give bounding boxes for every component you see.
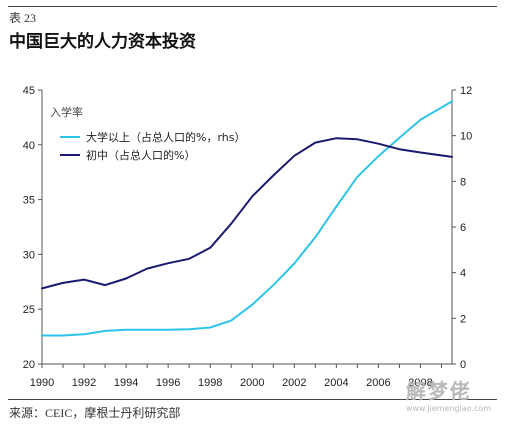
series-line-middle-school: [41, 137, 453, 290]
left-axis-tick-label: 30: [23, 249, 35, 261]
bottom-rule: [8, 399, 497, 400]
x-axis-tick-label: 1990: [30, 377, 54, 389]
x-axis-tick-label: 1992: [72, 377, 96, 389]
line-chart: 20 25 30 35 40 45 0 2 4 6 8 10 12 1990 1992 1994 1996 199…: [23, 85, 473, 389]
right-axis-tick-label: 6: [460, 222, 466, 234]
left-axis-tick-label: 25: [23, 304, 35, 316]
left-axis-tick-label: 40: [23, 140, 35, 152]
left-axis-tick-label: 35: [23, 195, 35, 207]
x-axis-tick-label: 1998: [198, 377, 222, 389]
chart-title: 中国巨大的人力资本投资: [9, 32, 196, 52]
watermark-text: 解梦佬: [405, 379, 472, 403]
x-axis-tick-label: 2008: [408, 377, 432, 389]
right-axis-tick-label: 8: [460, 176, 466, 188]
x-axis-tick-label: 1994: [114, 377, 138, 389]
source-note: 来源：CEIC，摩根士丹利研究部: [9, 406, 181, 420]
watermark-url: www.jiemenglao.com: [405, 404, 491, 413]
right-axis-tick-label: 2: [460, 313, 466, 325]
left-axis-tick-label: 45: [23, 85, 35, 97]
table-label: 表 23: [9, 11, 37, 25]
x-axis-tick-label: 2000: [240, 377, 264, 389]
x-axis-tick-label: 2002: [282, 377, 306, 389]
right-axis-tick-label: 12: [460, 85, 472, 97]
right-axis-tick-label: 0: [460, 359, 466, 371]
watermark: 解梦佬 www.jiemenglao.com: [406, 375, 491, 413]
series-line-college: [41, 100, 453, 337]
x-axis-tick-label: 2006: [366, 377, 390, 389]
right-axis-tick-label: 10: [460, 131, 472, 143]
legend-label: 大学以上（占总人口的%，rhs）: [86, 130, 245, 144]
left-axis-tick-label: 20: [23, 359, 35, 371]
x-axis-tick-label: 2004: [324, 377, 348, 389]
x-axis-tick-label: 1996: [156, 377, 180, 389]
legend-title: 入学率: [50, 105, 83, 119]
top-rule: [8, 6, 497, 7]
legend-label: 初中（占总人口的%）: [86, 148, 195, 162]
right-axis-tick-label: 4: [460, 268, 466, 280]
